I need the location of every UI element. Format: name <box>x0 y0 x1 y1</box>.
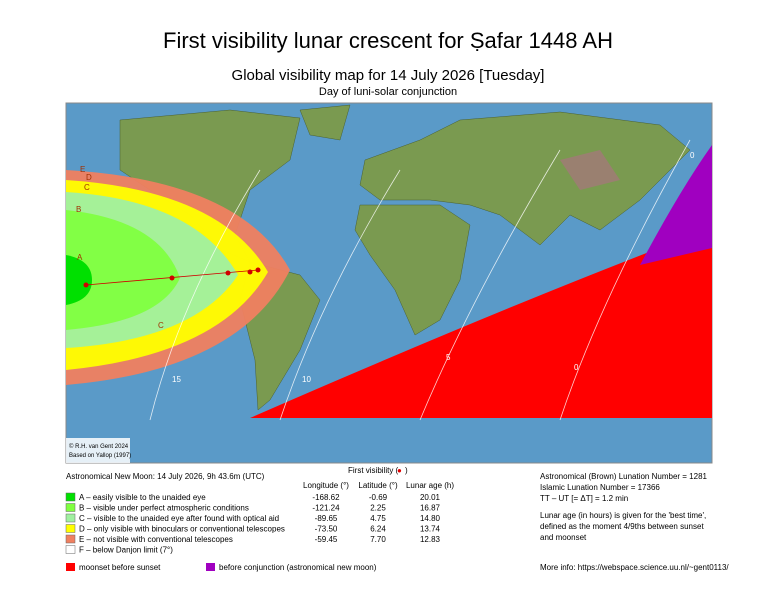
first-visibility-table: First visibility ( ● ) <box>348 466 408 475</box>
table-value: -59.45 <box>315 535 338 544</box>
table-value: 13.74 <box>420 525 441 534</box>
legend-swatch <box>65 492 76 502</box>
legend-swatch <box>65 545 76 554</box>
table-value: 12.83 <box>420 535 441 544</box>
legend-swatch <box>206 563 215 571</box>
subtitle: Global visibility map for 14 July 2026 [… <box>232 67 545 84</box>
subtitle-note: Day of luni-solar conjunction <box>319 86 457 98</box>
table-value: -89.65 <box>315 514 338 523</box>
table-value: 20.01 <box>420 493 441 502</box>
age-note: and moonset <box>540 533 587 542</box>
column-header: Latitude (°) <box>358 481 398 490</box>
zone-label: C <box>158 321 164 330</box>
info-line: Islamic Lunation Number = 17366 <box>540 483 660 492</box>
age-label: 5 <box>446 353 451 362</box>
legend-text: D – only visible with binoculars or conv… <box>79 525 285 534</box>
age-note: Lunar age (in hours) is given for the 'b… <box>540 511 706 520</box>
age-label: 0 <box>690 151 695 160</box>
age-label: 10 <box>302 375 311 384</box>
title: First visibility lunar crescent for Ṣafa… <box>163 28 613 53</box>
legend-swatch <box>66 563 75 571</box>
more-info: More info: https://webspace.science.uu.n… <box>540 563 729 572</box>
zone-label: E <box>80 165 85 174</box>
legend-text: F – below Danjon limit (7°) <box>79 546 173 555</box>
table-value: -0.69 <box>369 493 388 502</box>
fv-marker: ● <box>397 466 402 475</box>
column-header: Lunar age (h) <box>406 481 454 490</box>
map <box>65 102 713 464</box>
table-value: 7.70 <box>370 535 386 544</box>
info-line: TT – UT [= ΔT] = 1.2 min <box>540 494 628 503</box>
legend-text: moonset before sunset <box>79 563 161 572</box>
table-value: 2.25 <box>370 504 386 513</box>
zone-label: B <box>76 205 81 214</box>
legend-swatch <box>65 513 76 523</box>
fv-close: ) <box>405 466 408 475</box>
table-value: -168.62 <box>312 493 340 502</box>
map-credit: © R.H. van Gent 2024 <box>69 443 129 450</box>
legend-swatch <box>65 524 76 533</box>
table-value: 6.24 <box>370 525 386 534</box>
legend-text: C – visible to the unaided eye after fou… <box>79 514 279 523</box>
legend-text: A – easily visible to the unaided eye <box>79 493 206 502</box>
legend-text: E – not visible with conventional telesc… <box>79 535 233 544</box>
table-value: 16.87 <box>420 504 441 513</box>
zone-label: D <box>86 173 92 182</box>
legend-swatch <box>65 534 76 544</box>
table-value: 4.75 <box>370 514 386 523</box>
zone-label: A <box>77 253 83 262</box>
age-label: 15 <box>172 375 181 384</box>
table-value: -73.50 <box>315 525 338 534</box>
table-value: -121.24 <box>312 504 340 513</box>
legend-text: B – visible under perfect atmospheric co… <box>79 504 249 513</box>
age-note: defined as the moment 4/9ths between sun… <box>540 522 704 531</box>
column-header: Longitude (°) <box>303 481 349 490</box>
new-moon: Astronomical New Moon: 14 July 2026, 9h … <box>66 472 265 481</box>
zone-label: C <box>84 183 90 192</box>
legend-swatch <box>65 503 76 512</box>
info-line: Astronomical (Brown) Lunation Number = 1… <box>540 472 708 481</box>
fv-label: First visibility ( <box>348 466 399 475</box>
table-value: 14.80 <box>420 514 441 523</box>
age-label: 0 <box>574 363 579 372</box>
legend-text: before conjunction (astronomical new moo… <box>219 563 377 572</box>
map-credit: Based on Yallop (1997) <box>69 453 131 459</box>
